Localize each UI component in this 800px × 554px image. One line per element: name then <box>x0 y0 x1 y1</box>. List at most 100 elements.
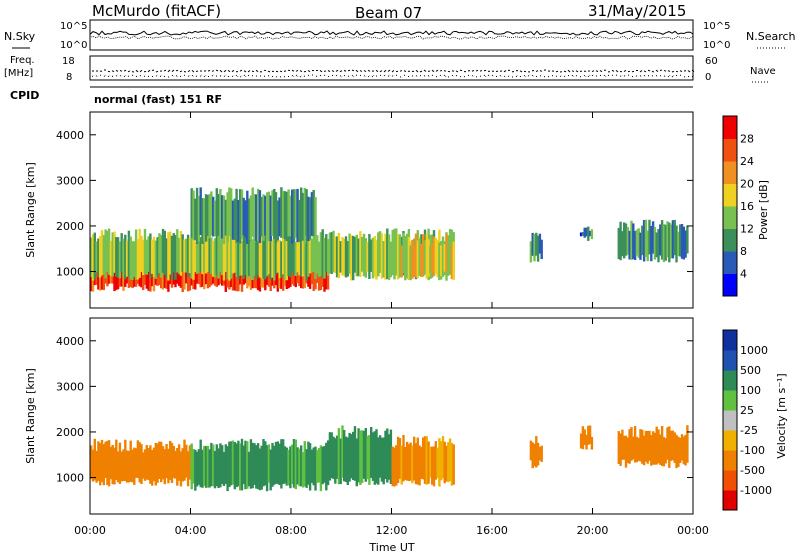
power-cell <box>301 236 305 277</box>
x-tick-label: 08:00 <box>275 524 307 537</box>
power-cell <box>420 243 423 277</box>
power-cell <box>398 234 402 278</box>
nave-trace-seg <box>383 74 387 77</box>
velocity-cell <box>278 443 281 485</box>
freq-traces <box>91 69 695 78</box>
velocity-cell <box>185 444 188 478</box>
power-cell <box>151 239 154 274</box>
power-cell <box>208 194 211 239</box>
power-cell <box>291 231 294 273</box>
velocity-cell <box>221 445 224 484</box>
power-cell <box>664 224 667 261</box>
power-cell <box>382 241 385 278</box>
power-cell <box>149 233 152 278</box>
power-cell <box>341 237 344 276</box>
velocity-cell <box>353 426 357 481</box>
power-cell <box>115 237 118 277</box>
freq-trace-seg <box>215 69 219 72</box>
velocity-cell <box>190 443 193 490</box>
freq-trace-seg <box>411 70 415 73</box>
power-cell <box>256 188 260 242</box>
velocity-cell <box>154 442 157 486</box>
power-cell <box>370 239 373 272</box>
power-cell <box>129 236 132 280</box>
nave-trace-seg <box>479 75 483 78</box>
velocity-cell <box>352 431 355 480</box>
velocity-cell <box>203 445 206 486</box>
power-cell <box>246 190 249 244</box>
velocity-cell <box>535 436 538 468</box>
velocity-cell <box>206 445 210 488</box>
velocity-cell <box>357 428 360 483</box>
power-cell <box>298 230 301 276</box>
power-cell <box>226 233 229 280</box>
velocity-cell <box>650 435 653 466</box>
freq-trace-seg <box>231 69 235 73</box>
freq-trace-seg <box>383 69 387 73</box>
power-cell <box>154 240 157 279</box>
date-title: 31/May/2015 <box>588 2 686 20</box>
freq-trace-seg <box>647 69 651 72</box>
power-cell <box>109 240 113 276</box>
power-cell <box>396 234 400 280</box>
power-cell <box>213 238 217 278</box>
freq-trace-seg <box>111 70 115 73</box>
noise-left-tick-bottom: 10^0 <box>60 40 87 51</box>
velocity-cell <box>404 446 407 480</box>
noise-search-trace <box>89 35 694 40</box>
velocity-cell <box>314 446 317 491</box>
freq-trace-seg <box>539 70 543 72</box>
velocity-cell <box>316 450 319 483</box>
velocity-cell <box>646 431 649 464</box>
freq-trace-seg <box>611 69 615 72</box>
power-cell <box>160 235 163 278</box>
velocity-cell <box>151 450 154 486</box>
velocity-cell <box>366 435 369 480</box>
velocity-cell <box>142 452 145 479</box>
nave-trace-seg <box>243 74 247 78</box>
power-cell <box>212 240 215 277</box>
velocity-cell <box>192 449 195 484</box>
freq-trace-seg <box>279 70 283 73</box>
power-cell <box>262 231 265 279</box>
power-colorbar-tick: 28 <box>740 133 754 146</box>
power-cell <box>251 187 254 237</box>
power-cell <box>152 236 156 277</box>
velocity-cell <box>260 445 263 490</box>
nave-trace-seg <box>191 74 195 77</box>
freq-trace-seg <box>519 70 523 73</box>
velocity-cell <box>448 438 452 482</box>
velocity-cell <box>255 445 258 489</box>
power-cell <box>431 243 434 274</box>
x-axis-label: Time UT <box>368 541 414 554</box>
power-cell <box>203 198 206 242</box>
velocity-cell <box>583 429 586 445</box>
power-cell <box>441 240 445 277</box>
power-cell <box>246 241 249 279</box>
noise-traces <box>89 30 694 40</box>
power-cell <box>364 238 367 278</box>
nave-trace-seg <box>123 74 127 78</box>
velocity-cell <box>292 439 296 488</box>
power-cell <box>343 238 346 276</box>
freq-trace-seg <box>307 69 311 73</box>
power-cell <box>280 241 283 278</box>
velocity-cell <box>179 451 183 487</box>
freq-trace-seg <box>171 69 175 73</box>
velocity-cell <box>276 441 279 485</box>
power-cell <box>181 234 184 272</box>
power-colorbar-tick: 4 <box>740 268 747 281</box>
power-cell <box>186 234 190 278</box>
velocity-colorbar-tick: 500 <box>740 364 761 377</box>
power-cell <box>359 231 362 277</box>
power-cell <box>323 237 326 279</box>
velocity-cell <box>262 439 265 487</box>
velocity-cell <box>307 441 310 485</box>
velocity-cell <box>212 444 215 487</box>
power-cell <box>646 230 649 262</box>
velocity-cell <box>273 445 276 485</box>
power-cell <box>387 234 391 280</box>
power-cell <box>535 232 538 256</box>
velocity-cell <box>100 439 104 483</box>
velocity-colorbar-label: Velocity [m s⁻¹] <box>775 373 788 458</box>
